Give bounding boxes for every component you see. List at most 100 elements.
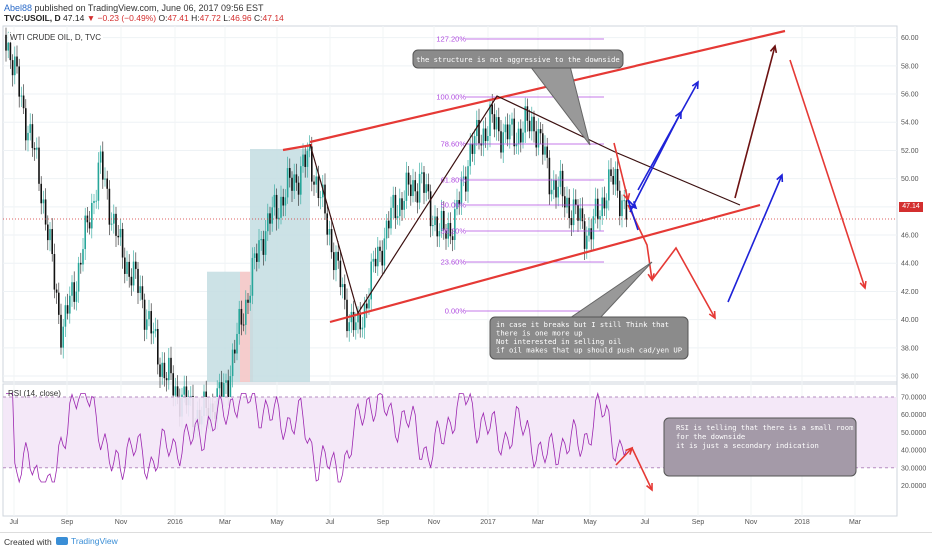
candle-body (64, 305, 67, 327)
candle-body (348, 322, 350, 332)
candle-body (113, 213, 115, 224)
candle-body (58, 292, 60, 315)
time-axis-label: Nov (428, 519, 441, 526)
candle-body (249, 295, 251, 303)
tradingview-brand[interactable]: TradingView (56, 536, 118, 546)
candle-body (352, 311, 355, 331)
candle-body (251, 257, 254, 296)
candle-body (561, 170, 564, 197)
candle-body (278, 217, 280, 220)
candle-body (394, 194, 397, 219)
candle-body (80, 262, 82, 265)
candle-body (537, 129, 540, 148)
price-axis-label: 60.00 (901, 35, 919, 42)
candle-body (333, 252, 335, 271)
candle-body (528, 120, 531, 132)
candle-body (502, 132, 504, 153)
candle-body (165, 378, 168, 381)
candle-body (621, 200, 623, 217)
candle-body (581, 208, 584, 222)
candle-body (146, 319, 148, 330)
time-axis-label: Mar (532, 519, 545, 526)
time-axis-label: Jul (326, 519, 335, 526)
note-top: the structure is not aggressive to the d… (412, 49, 624, 146)
candle-body (372, 258, 375, 262)
candle-body (176, 386, 179, 398)
candle-body (313, 181, 315, 185)
candle-body (586, 235, 588, 249)
candle-body (262, 239, 265, 255)
candle-body (5, 34, 7, 51)
red-long-drop-arrow-path (789, 59, 866, 289)
note-top-box (412, 49, 624, 69)
candle-body (462, 176, 465, 180)
candle-body (218, 382, 221, 389)
price-axis-label: 38.00 (901, 345, 919, 352)
note-mid-pointer (568, 261, 653, 319)
rsi-pane-title[interactable]: RSI (14, close) (8, 389, 61, 398)
time-axis-label: 2018 (794, 519, 810, 526)
candle-body (47, 224, 49, 241)
candle-body (359, 312, 361, 330)
candle-body (361, 327, 364, 330)
time-axis-label: Jul (10, 519, 19, 526)
candle-body (377, 246, 379, 267)
candle-body (546, 146, 548, 158)
footer: Created with TradingView (0, 532, 932, 551)
candle-body (366, 303, 368, 309)
rsi-axis-label: 60.0000 (901, 412, 926, 419)
candle-body (548, 157, 551, 195)
candle-body (302, 154, 304, 167)
candle-body (163, 362, 166, 379)
candle-body (396, 216, 399, 219)
candle-body (515, 143, 518, 147)
candle-body (436, 216, 438, 237)
symbol-name[interactable]: TVC:USOIL, D (4, 13, 61, 23)
time-axis-label: Nov (115, 519, 128, 526)
author-link[interactable]: Abel88 (4, 3, 33, 13)
price-axis-label: 46.00 (901, 233, 919, 240)
candle-body (311, 146, 313, 182)
candle-body (220, 382, 223, 398)
candle-body (440, 210, 443, 232)
price-axis-label: 50.00 (901, 176, 919, 183)
candle-body (447, 222, 449, 239)
abc-pattern-line (309, 95, 741, 315)
note-mid: in case it breaks but I still Think that… (489, 261, 689, 360)
time-axis-label: Sep (61, 519, 74, 526)
candle-body (271, 207, 273, 224)
candle-body (597, 198, 599, 220)
candle-body (108, 188, 111, 225)
candle-body (610, 169, 612, 177)
blue-up-arrow-3-path (727, 174, 783, 303)
last-price: 47.14 (63, 13, 85, 23)
fib-level-label: 0.00% (445, 307, 467, 316)
candle-body (533, 116, 535, 132)
note-top-text: the structure is not aggressive to the d… (416, 55, 619, 64)
candle-body (493, 114, 496, 130)
candle-body (170, 357, 172, 374)
candle-body (240, 308, 243, 325)
candle-body (619, 190, 621, 217)
candle-body (99, 151, 102, 163)
candle-body (82, 249, 84, 265)
candle-body (137, 268, 139, 293)
candle-body (225, 380, 227, 383)
candle-body (119, 228, 122, 238)
candle-body (414, 180, 416, 192)
candle-body (289, 168, 291, 178)
candle-body (625, 200, 628, 220)
rsi-line (6, 391, 627, 484)
candle-body (152, 331, 155, 334)
candle-body (273, 194, 276, 208)
candle-body (130, 276, 133, 286)
red-break-arrow-path (627, 204, 653, 281)
channel-lower-line (329, 203, 761, 324)
candle-body (467, 166, 469, 192)
candle-body (337, 251, 339, 261)
candle-body (544, 146, 546, 155)
candle-body (183, 386, 185, 395)
candle-body (341, 284, 344, 288)
candle-body (410, 184, 412, 197)
trading-chart[interactable]: 60.0058.0056.0054.0052.0050.0048.0046.00… (0, 0, 932, 532)
